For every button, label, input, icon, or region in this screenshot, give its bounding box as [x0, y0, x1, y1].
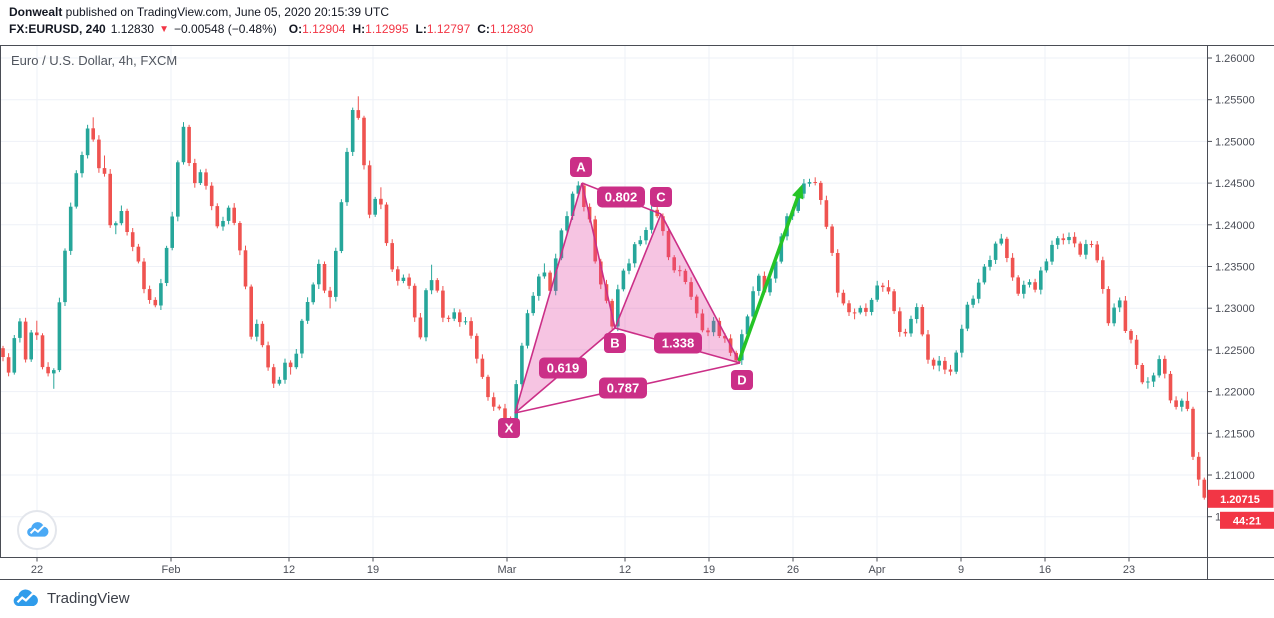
svg-text:B: B: [610, 336, 619, 351]
byline-text: published on TradingView.com, June 05, 2…: [62, 5, 390, 19]
tradingview-cloud-icon: [27, 522, 49, 537]
ohlc-value: 1.12995: [365, 22, 409, 36]
harmonic-pattern-drawing[interactable]: 0.802 0.619 0.787 1.338 X A B C D: [498, 157, 753, 438]
pattern-point-label: C: [650, 187, 672, 207]
footer: TradingView: [0, 580, 1274, 618]
publisher-watermark: [17, 510, 57, 550]
time-tick-label: 19: [367, 564, 379, 576]
ohlc-label: C:: [477, 22, 490, 36]
pattern-point-label: B: [604, 333, 626, 353]
pattern-point-label: X: [498, 418, 520, 438]
svg-text:0.619: 0.619: [547, 361, 580, 376]
author-name: Donwealt: [9, 5, 63, 19]
svg-text:C: C: [656, 190, 666, 205]
tradingview-link[interactable]: TradingView: [10, 588, 130, 609]
price-chart-svg[interactable]: 0.802 0.619 0.787 1.338 X A B C D 1.2600…: [0, 45, 1274, 580]
last-price: 1.12830: [110, 22, 155, 36]
time-tick-label: 26: [787, 564, 799, 576]
ohlc-label: O:: [288, 22, 303, 36]
time-tick-label: Apr: [868, 564, 885, 576]
svg-text:0.802: 0.802: [605, 190, 638, 205]
ohlc-value: 1.12830: [489, 22, 534, 36]
down-triangle-icon: ▼: [159, 24, 169, 35]
time-tick-label: 12: [283, 564, 295, 576]
price-change: −0.00548 (−0.48%): [174, 22, 277, 36]
tradingview-wordmark: TradingView: [47, 590, 130, 607]
pattern-ratio-label: 0.787: [599, 377, 647, 399]
pattern-point-label: D: [731, 370, 753, 390]
quote-line: FX:EURUSD, 240 1.12830 ▼ −0.00548 (−0.48…: [9, 22, 533, 36]
pattern-point-label: A: [570, 157, 592, 177]
ohlc-label: L:: [415, 22, 427, 36]
price-axis[interactable]: 1.26000 1.25500 1.25000 1.24500 1.24000 1.235…: [1207, 53, 1274, 529]
price-tick-label: 1.23500: [1215, 262, 1255, 274]
price-tick-label: 1.24000: [1215, 220, 1255, 232]
price-tick-label: 1.25000: [1215, 136, 1255, 148]
pattern-ratio-label: 1.338: [654, 332, 702, 354]
grid: [1, 45, 1207, 557]
time-tick-label: 23: [1123, 564, 1135, 576]
ohlc-values: O:1.12904 H:1.12995 L:1.12797 C:1.12830: [282, 22, 534, 36]
time-axis[interactable]: 22 Feb 12 19 Mar 12 19 26 Apr 9 16 23: [31, 557, 1135, 576]
time-tick-label: 19: [703, 564, 715, 576]
byline: Donwealt published on TradingView.com, J…: [9, 5, 389, 19]
pattern-ratio-label: 0.619: [539, 357, 587, 379]
svg-text:A: A: [576, 160, 586, 175]
trend-arrow[interactable]: [737, 184, 804, 362]
last-price-badge: 1.20715: [1207, 489, 1274, 508]
time-tick-label: 16: [1039, 564, 1051, 576]
ohlc-label: H:: [352, 22, 366, 36]
price-tick-label: 1.26000: [1215, 53, 1255, 65]
pattern-ratio-label: 0.802: [597, 186, 645, 208]
svg-text:1.338: 1.338: [662, 336, 695, 351]
svg-text:0.787: 0.787: [607, 381, 640, 396]
price-tick-label: 1.22000: [1215, 387, 1255, 399]
time-tick-label: 22: [31, 564, 43, 576]
price-tick-label: 1.22500: [1215, 345, 1255, 357]
price-tick-label: 1.24500: [1215, 178, 1255, 190]
ohlc-value: 1.12797: [426, 22, 471, 36]
symbol-interval: FX:EURUSD, 240: [9, 22, 106, 36]
time-tick-label: Mar: [498, 564, 517, 576]
svg-text:44:21: 44:21: [1233, 515, 1261, 527]
time-tick-label: Feb: [162, 564, 181, 576]
svg-text:D: D: [737, 373, 746, 388]
price-tick-label: 1.21500: [1215, 428, 1255, 440]
price-tick-label: 1.25500: [1215, 95, 1255, 107]
tradingview-logo-icon: [13, 589, 38, 606]
chart-symbol-title: Euro / U.S. Dollar, 4h, FXCM: [11, 53, 178, 68]
ohlc-value: 1.12904: [302, 22, 346, 36]
svg-text:1.20715: 1.20715: [1220, 494, 1260, 506]
price-tick-label: 1.21000: [1215, 470, 1255, 482]
svg-text:X: X: [505, 421, 514, 436]
price-tick-label: 1.23000: [1215, 303, 1255, 315]
time-tick-label: 12: [619, 564, 631, 576]
bar-countdown-badge: 44:21: [1220, 511, 1274, 529]
time-tick-label: 9: [958, 564, 964, 576]
